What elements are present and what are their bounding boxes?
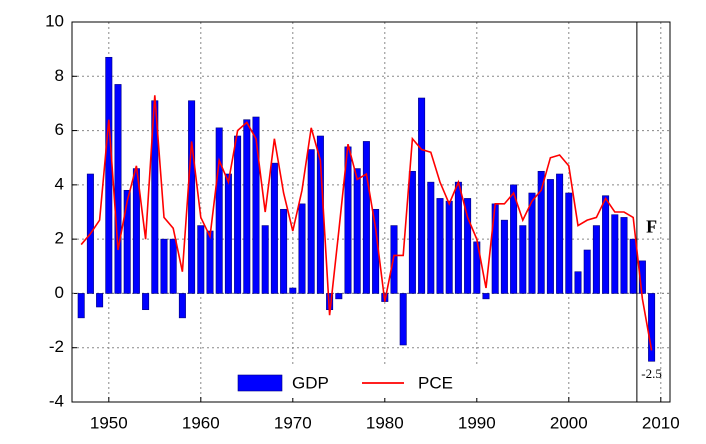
y-tick-label: 0 (55, 283, 64, 302)
y-tick-label: 2 (55, 229, 64, 248)
bar (482, 293, 490, 300)
plot-area (72, 22, 670, 402)
bar (298, 203, 306, 294)
bar (234, 135, 242, 294)
plot-frame (71, 21, 671, 403)
x-tick-label: 2010 (642, 413, 680, 432)
bar (307, 149, 315, 294)
y-tick-label: -4 (49, 391, 64, 410)
bar (464, 198, 472, 294)
bar (436, 198, 444, 294)
bar (510, 184, 518, 294)
x-tick-label: 1970 (274, 413, 312, 432)
bar (556, 173, 564, 294)
bar (399, 293, 407, 346)
bar (592, 225, 600, 294)
legend-swatch (237, 374, 283, 392)
annotation: F (646, 216, 657, 236)
bar (169, 238, 177, 294)
legend: GDP PCE (228, 366, 478, 398)
bar (583, 249, 591, 294)
bar (602, 195, 610, 294)
bar (445, 200, 453, 294)
bar (546, 179, 554, 294)
bar (114, 84, 122, 294)
bar (178, 293, 186, 319)
bar (252, 116, 260, 294)
annotation: -2.5 (641, 366, 662, 381)
x-tick-label: 2000 (550, 413, 588, 432)
bar (243, 119, 251, 294)
y-tick-label: -2 (49, 337, 64, 356)
x-tick-label: 1980 (366, 413, 404, 432)
bar (418, 97, 426, 294)
bar (537, 170, 545, 294)
legend-label: PCE (418, 373, 453, 392)
y-tick-label: 8 (55, 66, 64, 85)
bar (353, 168, 361, 294)
x-tick-label: 1990 (458, 413, 496, 432)
x-tick-label: 1960 (182, 413, 220, 432)
bar (206, 230, 214, 294)
bar (648, 293, 656, 362)
bar (261, 225, 269, 294)
bar (500, 219, 508, 294)
bar (123, 189, 131, 294)
bar (197, 225, 205, 294)
x-tick-label: 1950 (90, 413, 128, 432)
bar (160, 238, 168, 294)
bar (408, 170, 416, 294)
bar (224, 173, 232, 294)
legend-label: GDP (292, 373, 329, 392)
bar (77, 293, 85, 319)
bar (335, 293, 343, 300)
bar (620, 217, 628, 294)
bar (188, 100, 196, 294)
bar (105, 56, 113, 294)
bar (362, 141, 370, 294)
bar (289, 287, 297, 294)
bar (454, 181, 462, 294)
bar (427, 181, 435, 294)
bar (142, 293, 150, 311)
bar (574, 271, 582, 294)
bar (270, 162, 278, 294)
bar (96, 293, 104, 308)
y-tick-label: 4 (55, 174, 64, 193)
bar (629, 238, 637, 294)
bar (519, 225, 527, 294)
bar (215, 127, 223, 294)
bar (528, 192, 536, 294)
bar (565, 192, 573, 294)
line (80, 95, 653, 351)
bar (611, 214, 619, 294)
y-tick-label: 10 (45, 11, 64, 30)
bar (280, 208, 288, 294)
y-tick-label: 6 (55, 120, 64, 139)
